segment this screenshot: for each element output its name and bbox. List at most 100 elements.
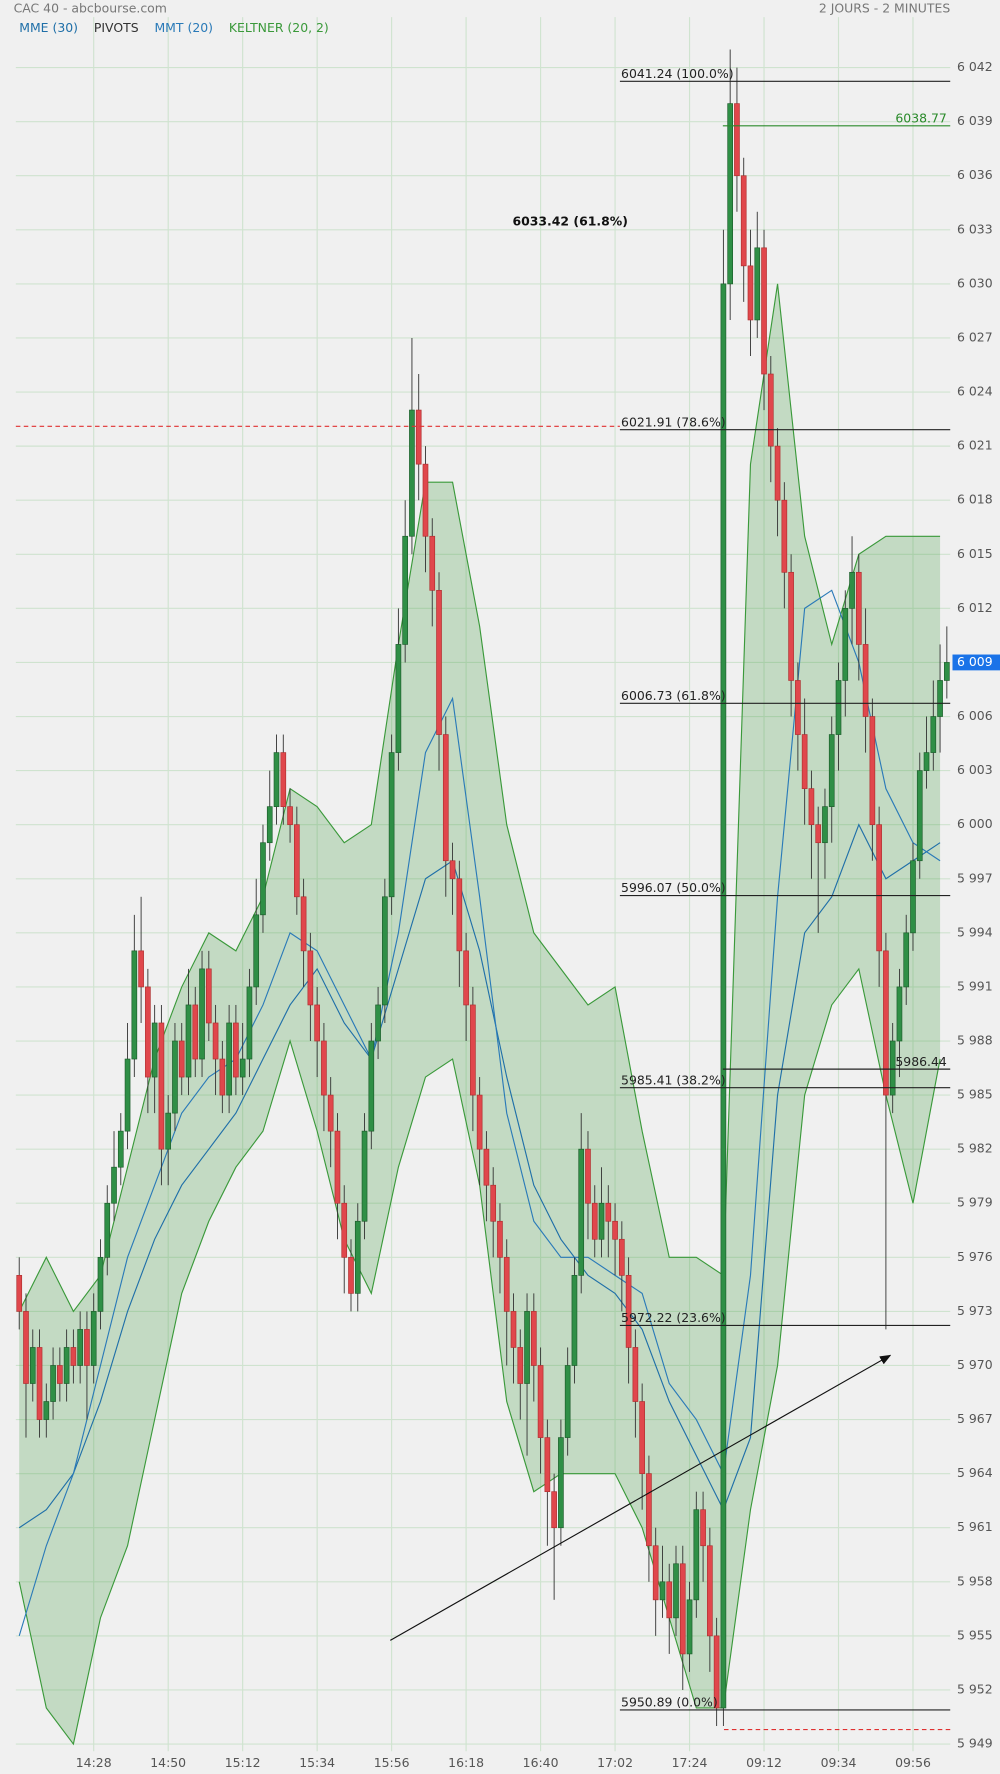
y-tick-label: 5 967 [957,1411,993,1426]
keltner-upper [18,283,941,1313]
candle-body [564,1365,571,1438]
candle-body [544,1437,551,1493]
y-tick-label: 6 024 [957,384,993,399]
candle-body [625,1275,632,1348]
candle-body [937,680,943,717]
overlays: 6041.24 (100.0%) 6021.91 (78.6%) 6006.73 (… [15,66,951,1731]
fib-label: 5972.22 (23.6%) [621,1310,726,1325]
trend-line [389,1354,892,1641]
candle-body [476,1094,483,1150]
y-tick-label: 5 973 [957,1303,993,1318]
y-tick-label: 6 036 [957,167,993,182]
candle-body [876,824,882,952]
candle-body [57,1365,63,1384]
x-tick-label: 14:28 [76,1755,112,1770]
y-tick-label: 5 952 [957,1681,993,1696]
legend-entry: PIVOTS [94,20,139,35]
candle-body [422,463,429,537]
candle-body [436,589,442,735]
candle-body [43,1401,50,1420]
y-tick-label: 5 997 [957,870,993,885]
y-tick-label: 6 027 [957,329,993,344]
candle-body [449,860,456,880]
x-tick-label: 17:24 [672,1755,708,1770]
candle-body [124,1058,131,1132]
candle-body [869,716,876,826]
y-tick-label: 6 015 [957,546,993,561]
y-tick-label: 6 018 [957,492,993,507]
candle-body [483,1148,490,1186]
y-tick-label: 5 985 [957,1087,993,1102]
candle-body [679,1563,686,1655]
candle-body [348,1256,354,1294]
candle-body [497,1220,503,1258]
y-tick-label: 6 042 [957,59,993,74]
candle-body [178,1040,185,1078]
candle-body [442,734,449,862]
y-tick-label: 5 949 [957,1736,993,1751]
candle-body [104,1202,111,1258]
candle-body [205,968,212,1024]
x-tick-label: 14:50 [150,1755,186,1770]
candle-body [23,1311,29,1384]
x-tick-label: 16:18 [448,1755,484,1770]
candle-body [517,1347,524,1384]
candle-body [822,806,828,844]
candle-body [720,283,727,1709]
candle-body [233,1022,239,1078]
chart-title: CAC 40 - abcbourse.com [14,1,167,16]
candle-body [334,1130,341,1204]
candle-body [90,1311,97,1366]
moving-average [18,823,941,1529]
candle-body [558,1437,564,1529]
candle-body [767,373,774,447]
candle-body [341,1202,348,1258]
candle-body [700,1509,706,1547]
candle-body [835,680,842,735]
candle-body [903,932,910,988]
y-tick-label: 5 955 [957,1627,993,1642]
chart-subtitle: 2 JOURS - 2 MINUTES [819,1,950,16]
candle-body [781,499,788,573]
candle-body [761,247,767,375]
candle-body [70,1347,77,1366]
candle-body [883,950,889,1096]
x-tick-label: 15:34 [299,1755,335,1770]
y-tick-label: 6 033 [957,221,993,236]
candle-body [646,1473,652,1547]
candle-body [659,1581,666,1601]
candle-body [605,1202,612,1222]
candle-body [734,103,740,177]
y-tick-label: 5 979 [957,1195,993,1210]
fib-label: 6021.91 (78.6%) [621,414,726,429]
candle-body [910,860,916,934]
candle-body [889,1040,896,1096]
candle-body [571,1275,578,1366]
candle-body [395,644,402,753]
candle-body [815,824,822,844]
annotation: 6033.42 (61.8%) [512,214,628,229]
y-tick-label: 5 970 [957,1357,993,1372]
candle-body [774,445,781,501]
candle-body [388,752,395,898]
candles [16,49,950,1727]
fib-label: 5950.89 (0.0%) [621,1695,718,1710]
fib-label: 6041.24 (100.0%) [621,66,734,81]
candle-body [801,734,808,789]
candle-body [639,1401,645,1474]
price-level-label: 5986.44 [895,1054,947,1069]
candle-body [131,950,138,1060]
candle-body [300,896,307,952]
candle-body [253,914,260,988]
x-tick-label: 09:34 [821,1755,857,1770]
candle-body [246,986,253,1060]
candle-body [165,1112,172,1150]
candle-body [327,1094,334,1132]
y-tick-label: 6 030 [957,275,993,290]
candle-body [368,1040,375,1132]
candle-body [375,1004,381,1042]
candle-body [77,1329,83,1366]
